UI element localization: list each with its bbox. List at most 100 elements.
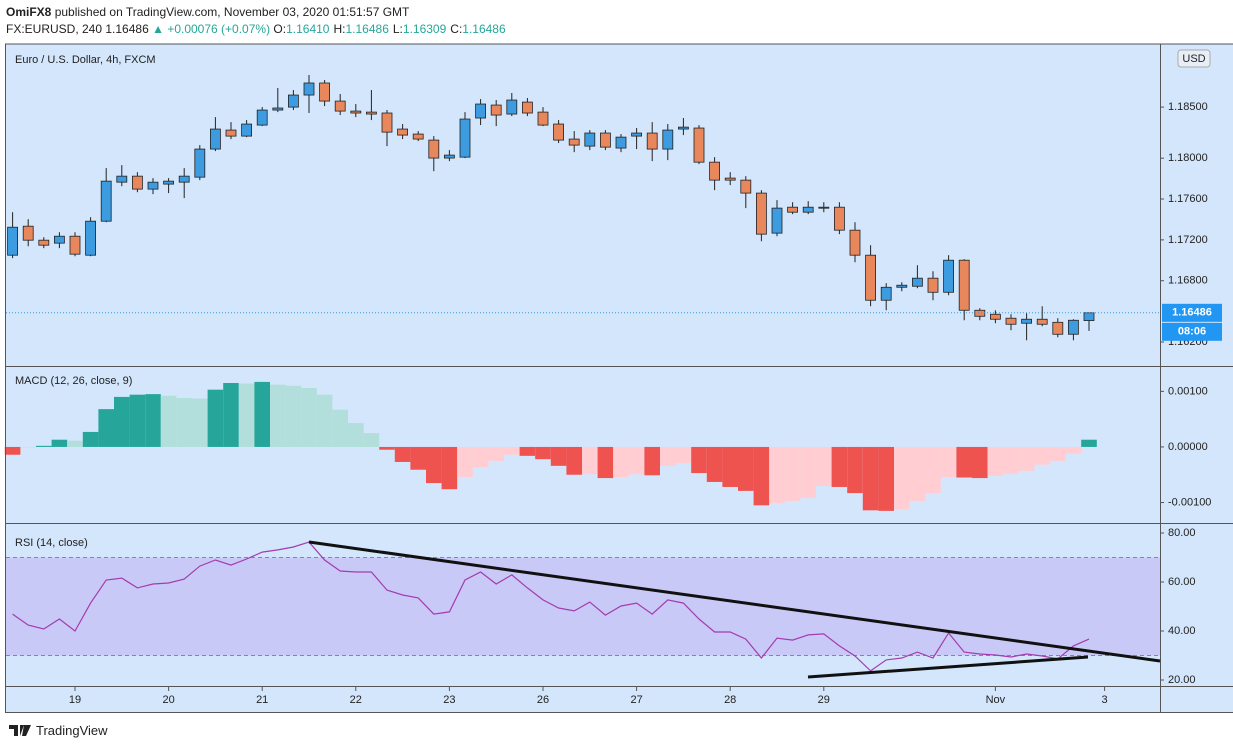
- candle-body: [1052, 321, 1064, 335]
- candle-body: [69, 235, 81, 255]
- histogram-bar: [223, 383, 239, 447]
- pane-title: RSI (14, close): [15, 537, 88, 549]
- candle-body: [818, 206, 830, 209]
- x-tick-label: 26: [537, 694, 549, 706]
- currency-box[interactable]: [1177, 49, 1211, 68]
- histogram-bar: [238, 383, 255, 447]
- countdown: 08:06: [1178, 326, 1206, 338]
- histogram-bar: [363, 433, 380, 447]
- candle-body: [943, 259, 954, 293]
- histogram-bar: [1034, 446, 1050, 465]
- candle-body: [678, 126, 689, 130]
- y-tick-label: 1.17600: [1168, 193, 1208, 205]
- last-price-box: [1162, 303, 1222, 322]
- candle-body: [350, 110, 362, 114]
- histogram-bar: [909, 446, 926, 501]
- histogram-bar: [1050, 446, 1066, 461]
- histogram-bar: [519, 446, 536, 456]
- candle-body: [522, 101, 533, 114]
- histogram-bar: [20, 446, 36, 449]
- y-tick-label: 0.00100: [1168, 385, 1208, 397]
- candle-body: [334, 100, 346, 112]
- candle-body: [365, 111, 377, 115]
- x-tick-label: 3: [1102, 694, 1108, 706]
- candle-body: [225, 129, 237, 137]
- x-tick-label: 21: [256, 694, 268, 706]
- candle-body: [163, 180, 175, 185]
- candle-body: [646, 132, 658, 150]
- header: OmiFX8 published on TradingView.com, Nov…: [6, 4, 510, 38]
- x-tick-label: 19: [69, 694, 81, 706]
- histogram-bar: [613, 446, 629, 477]
- histogram-bar: [1003, 446, 1019, 474]
- ohlc-value: 1.16486: [462, 22, 506, 36]
- candle-body: [194, 148, 206, 178]
- histogram-bar: [691, 446, 707, 474]
- candle-body: [443, 154, 455, 159]
- candle-body: [896, 284, 908, 288]
- histogram-bar: [878, 446, 894, 511]
- candle-body: [1005, 317, 1017, 325]
- footer: TradingView: [8, 722, 108, 738]
- histogram-bar: [301, 388, 317, 447]
- candle-body: [490, 104, 502, 116]
- candle-body: [912, 277, 923, 287]
- currency[interactable]: USD: [1182, 53, 1205, 65]
- candle-body: [116, 175, 128, 183]
- candle-body: [771, 207, 783, 234]
- candle-body: [537, 111, 549, 126]
- histogram-bar: [816, 446, 832, 486]
- published: published on TradingView.com, November 0…: [54, 5, 410, 19]
- y-tick-label: 1.17200: [1168, 234, 1208, 246]
- axis-background: [6, 687, 1233, 712]
- histogram-bar: [426, 446, 442, 484]
- candle-body: [287, 94, 299, 108]
- histogram-bar: [940, 446, 957, 477]
- candle-body: [241, 123, 253, 137]
- candle-body: [38, 239, 50, 246]
- candle-body: [131, 175, 143, 190]
- candle-body: [849, 229, 861, 256]
- y-tick-label: 40.00: [1168, 625, 1196, 637]
- histogram-bar: [441, 446, 458, 490]
- histogram-bar: [285, 385, 302, 447]
- histogram-bar: [675, 446, 692, 464]
- ohlc-label: O:: [273, 22, 287, 36]
- y-tick-label: 20.00: [1168, 674, 1196, 686]
- candle-body: [709, 161, 720, 181]
- candle-body: [319, 82, 331, 102]
- x-tick-label: 27: [630, 694, 642, 706]
- candle-body: [724, 177, 736, 181]
- pane-title: MACD (12, 26, close, 9): [15, 375, 132, 387]
- histogram-bar: [316, 394, 333, 447]
- candle-body: [22, 225, 34, 241]
- last-price-label: 1.16486: [1172, 307, 1212, 319]
- ohlc-label: H:: [333, 22, 346, 36]
- candle-body: [1021, 318, 1032, 324]
- histogram-bar: [332, 409, 348, 447]
- histogram-bar: [706, 446, 723, 482]
- histogram-bar: [457, 446, 473, 477]
- histogram-bar: [145, 394, 161, 447]
- histogram-bar: [644, 446, 660, 476]
- candle-body: [631, 132, 642, 137]
- histogram-bar: [987, 446, 1004, 476]
- pane-background: [6, 44, 1233, 366]
- x-tick-label: 23: [443, 694, 455, 706]
- histogram-bar: [504, 446, 520, 455]
- trend-line: [807, 655, 1089, 679]
- y-tick-label: 0.00000: [1168, 441, 1208, 453]
- author: OmiFX8: [6, 5, 52, 19]
- last: 1.16486: [105, 22, 149, 36]
- y-tick-label: 80.00: [1168, 527, 1196, 539]
- histogram-bar: [114, 396, 130, 447]
- candle-body: [1068, 319, 1079, 335]
- candle-body: [756, 192, 767, 235]
- candle-body: [209, 128, 221, 150]
- histogram-bar: [722, 446, 738, 487]
- histogram-bar: [847, 446, 863, 494]
- ohlc-label: C:: [450, 22, 463, 36]
- logo: [9, 725, 31, 736]
- ohlc-value: 1.16309: [402, 22, 447, 36]
- histogram-bar: [82, 431, 99, 447]
